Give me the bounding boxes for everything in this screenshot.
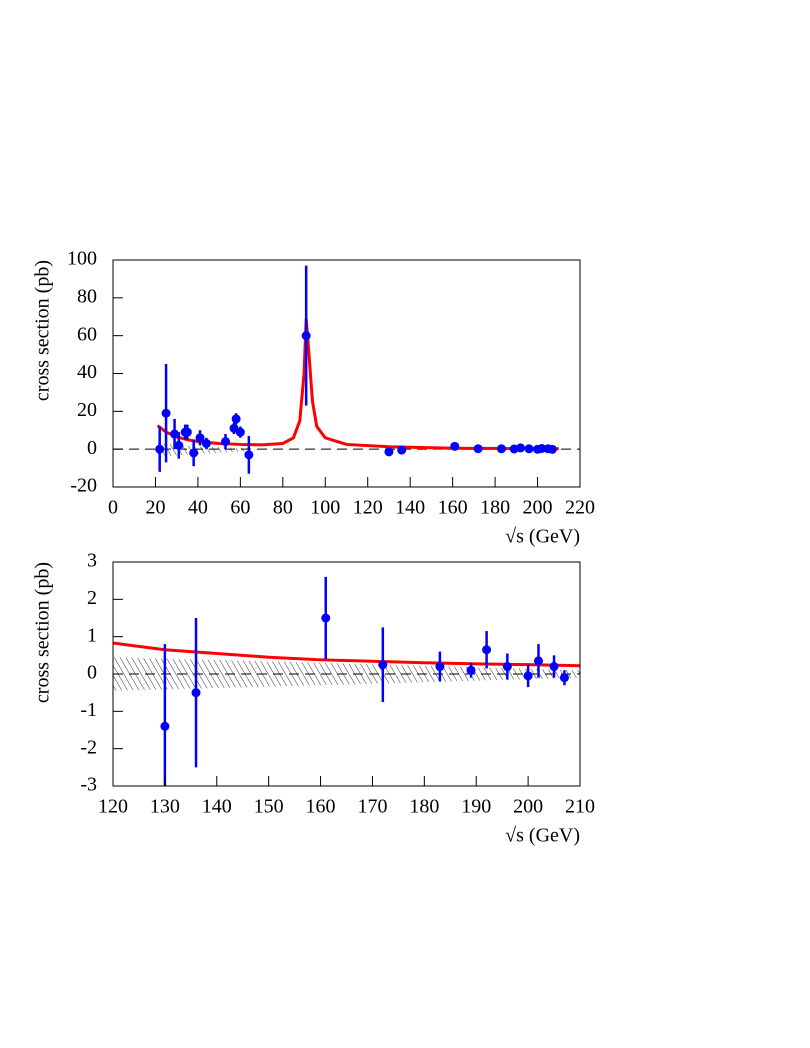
- data-point: [235, 427, 245, 437]
- x-tick-label: 210: [565, 796, 595, 818]
- x-tick-label: 180: [409, 796, 439, 818]
- x-tick-label: 140: [202, 796, 232, 818]
- x-tick-label: 200: [513, 796, 543, 818]
- y-tick-label: 2: [87, 587, 97, 609]
- panel: 120 130 140 150 160 170 180 190 200 210 -3 -2 -1 0 1 2 3…: [32, 550, 595, 847]
- data-point: [537, 444, 547, 454]
- y-tick-label: 1: [87, 624, 97, 646]
- x-tick-label: 130: [150, 796, 180, 818]
- y-tick-label: 80: [77, 285, 97, 307]
- data-point: [523, 671, 533, 681]
- plot-area: [113, 265, 580, 474]
- data-point: [384, 447, 394, 457]
- fit-curve: [113, 641, 580, 668]
- x-axis-label: √s (GeV): [505, 825, 580, 847]
- data-point: [182, 427, 192, 437]
- data-point: [191, 688, 201, 698]
- y-tick-label: 100: [67, 248, 97, 270]
- data-point: [502, 662, 512, 672]
- data-point: [155, 444, 165, 454]
- data-point: [174, 440, 184, 450]
- y-tick-label: 3: [87, 550, 97, 572]
- data-point: [231, 414, 241, 424]
- x-axis-label: √s (GeV): [505, 526, 580, 548]
- x-tick-label: 220: [565, 497, 595, 519]
- x-tick-label: 200: [523, 497, 553, 519]
- x-tick-label: 100: [310, 497, 340, 519]
- data-point: [321, 613, 331, 623]
- data-point: [549, 662, 559, 672]
- x-tick-label: 170: [357, 796, 387, 818]
- data-point: [533, 656, 543, 666]
- y-axis-label: cross section (pb): [32, 562, 54, 703]
- y-axis-label: cross section (pb): [32, 260, 54, 401]
- y-tick-label: 40: [77, 361, 97, 383]
- y-tick-label: -1: [80, 699, 97, 721]
- x-tick-label: 0: [108, 497, 118, 519]
- data-point: [170, 429, 180, 439]
- x-tick-label: 40: [188, 497, 208, 519]
- data-point: [244, 450, 254, 460]
- data-point: [450, 441, 460, 451]
- data-point: [496, 444, 506, 454]
- x-tick-label: 80: [273, 497, 293, 519]
- x-tick-label: 150: [254, 796, 284, 818]
- y-tick-label: 60: [77, 323, 97, 345]
- x-tick-label: 120: [98, 796, 128, 818]
- x-tick-label: 60: [230, 497, 250, 519]
- data-point: [397, 445, 407, 455]
- data-point: [161, 408, 171, 418]
- data-point: [301, 331, 311, 341]
- plot-area: [113, 576, 580, 786]
- data-point: [466, 665, 476, 675]
- data-point: [473, 444, 483, 454]
- data-point: [195, 433, 205, 443]
- fit-curve: [156, 318, 559, 451]
- y-tick-label: -3: [80, 774, 97, 796]
- data-point: [435, 662, 445, 672]
- y-tick-label: -2: [80, 736, 97, 758]
- y-tick-label: -20: [70, 475, 97, 497]
- data-point: [547, 444, 557, 454]
- data-point: [189, 448, 199, 458]
- y-tick-label: 0: [87, 437, 97, 459]
- data-point: [524, 444, 534, 454]
- panel: 0 20 40 60 80 100 120 140 160 180 200 220 -20 0 20 40 60…: [32, 248, 595, 548]
- data-point: [516, 443, 526, 453]
- data-point: [482, 645, 492, 655]
- x-tick-label: 190: [461, 796, 491, 818]
- x-tick-label: 120: [353, 497, 383, 519]
- x-tick-label: 160: [306, 796, 336, 818]
- y-tick-label: 20: [77, 399, 97, 421]
- x-tick-label: 140: [395, 497, 425, 519]
- data-point: [559, 673, 569, 683]
- data-point: [378, 660, 388, 670]
- data-point: [201, 438, 211, 448]
- data-point: [160, 721, 170, 731]
- x-tick-label: 160: [438, 497, 468, 519]
- x-tick-label: 20: [145, 497, 165, 519]
- data-point: [221, 437, 231, 447]
- y-tick-label: 0: [87, 662, 97, 684]
- x-tick-label: 180: [480, 497, 510, 519]
